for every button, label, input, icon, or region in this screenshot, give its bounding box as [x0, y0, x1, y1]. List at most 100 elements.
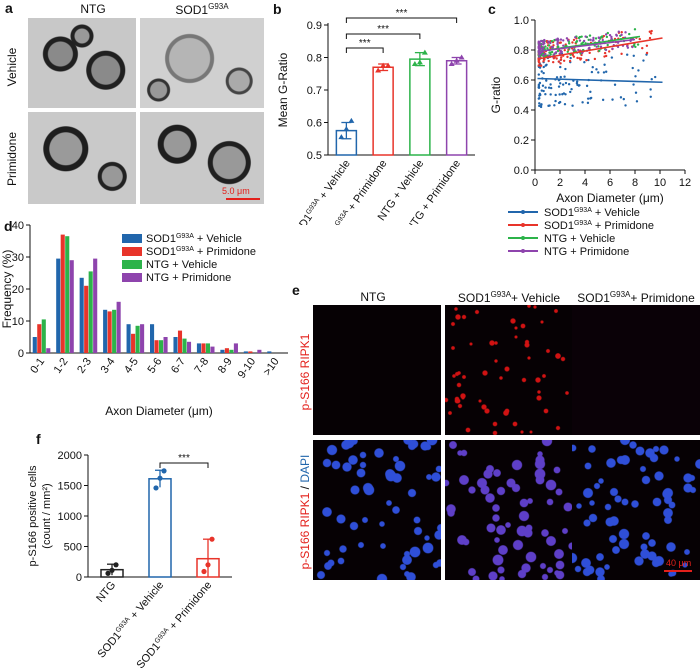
chart-c-point: [549, 83, 552, 86]
chart-c-point: [570, 87, 573, 91]
chart-c-point: [559, 65, 562, 69]
chart-c-legend-label: NTG + Primidone: [544, 246, 629, 258]
chart-c-point: [537, 64, 540, 67]
chart-d-xlabel: Axon Diameter (μm): [105, 404, 213, 418]
chart-c-point: [620, 33, 623, 37]
chart-c-point: [553, 104, 556, 107]
chart-d-category: >10: [261, 356, 282, 378]
chart-d-bar: [131, 333, 136, 353]
chart-b-sig-label: ***: [359, 38, 371, 49]
chart-c-point: [566, 39, 570, 42]
chart-c-point: [539, 105, 543, 109]
chart-c-point: [602, 71, 606, 74]
chart-b-ytick-label: 0.8: [307, 53, 322, 65]
chart-b-sig-label: ***: [396, 8, 408, 19]
chart-c-point: [544, 52, 547, 56]
chart-c-point: [538, 52, 542, 56]
chart-d-bar: [135, 325, 140, 353]
chart-c-point: [587, 38, 590, 42]
chart-c-point: [566, 55, 569, 59]
chart-c-point: [540, 89, 544, 92]
chart-c-ytick-label: 0.4: [514, 105, 529, 117]
chart-c-point: [538, 102, 541, 105]
chart-c-point: [586, 101, 590, 105]
chart-c-point: [567, 83, 571, 86]
chart-c-point: [554, 99, 557, 103]
chart-d-category: 7-8: [192, 356, 211, 376]
chart-c-point: [541, 40, 544, 43]
chart-d-category: 2-3: [75, 356, 94, 376]
chart-c-point: [637, 69, 640, 72]
chart-c-point: [649, 95, 652, 98]
chart-c-point: [557, 38, 560, 42]
chart-c-point: [572, 38, 576, 42]
chart-d-bar: [163, 337, 168, 353]
chart-c-point: [549, 51, 552, 54]
chart-d-bar: [60, 234, 65, 353]
em-sod1-vehicle: [140, 18, 264, 108]
chart-c-point: [558, 93, 561, 96]
chart-d-ytick-label: 0: [18, 348, 24, 360]
chart-d-bar: [233, 343, 238, 353]
chart-c-point: [604, 70, 608, 73]
chart-c-point: [587, 47, 590, 50]
chart-c-point: [592, 38, 595, 42]
chart-d-bar: [210, 346, 215, 353]
chart-d-bar: [150, 324, 155, 353]
chart-c-point: [538, 104, 541, 108]
panel-e-letter: e: [292, 282, 300, 298]
chart-c-point: [580, 35, 583, 38]
chart-c-point: [544, 86, 547, 89]
chart-c-xlabel: Axon Diameter (μm): [556, 191, 664, 205]
chart-c-point: [557, 85, 561, 88]
chart-c-point: [611, 47, 614, 51]
chart-c-xtick-label: 10: [654, 177, 666, 189]
chart-c-point: [564, 67, 567, 71]
chart-b-point: [338, 134, 345, 140]
chart-d-bar: [173, 337, 178, 353]
chart-f-point: [209, 536, 215, 542]
chart-c-xtick-label: 6: [607, 177, 613, 189]
chart-c-point: [572, 55, 576, 58]
chart-f-point: [157, 475, 163, 481]
chart-b-point: [416, 59, 423, 65]
chart-c-point: [613, 83, 617, 86]
chart-f-ylabel-line2: (count / mm²): [41, 483, 53, 548]
chart-d-bar: [154, 340, 159, 353]
chart-d-category: 6-7: [169, 356, 188, 376]
chart-c-xtick-label: 2: [557, 177, 563, 189]
chart-c-point: [542, 89, 545, 93]
chart-d-bar: [201, 343, 206, 353]
chart-c-point: [642, 59, 645, 62]
chart-d: d 0 10 20 30 40 Frequency (%) 0-1 1-2 2-3 3-4 4-5 5-…: [0, 218, 288, 418]
chart-c-point: [544, 64, 547, 67]
chart-c-point: [592, 36, 595, 40]
chart-d-bar: [224, 348, 229, 353]
chart-c-point: [557, 60, 560, 63]
chart-c-point: [622, 97, 625, 101]
chart-c-point: [538, 96, 541, 100]
chart-c-point: [606, 31, 610, 35]
panel-c-letter: c: [488, 1, 496, 17]
chart-c-point: [638, 37, 641, 41]
chart-c-point: [585, 84, 589, 88]
chart-c-point: [610, 37, 613, 41]
chart-c-point: [560, 56, 563, 59]
chart-c-point: [569, 56, 572, 60]
chart-c-point: [645, 44, 649, 47]
em-sod1-primidone: [140, 112, 264, 204]
chart-c-ytick-label: 0.0: [514, 165, 529, 177]
chart-c-point: [577, 48, 580, 52]
fluor-ntg-dapi: [313, 440, 441, 580]
chart-c-point: [549, 86, 553, 90]
chart-d-bar: [140, 324, 145, 353]
chart-d-bar: [84, 285, 89, 353]
chart-c-point: [554, 93, 557, 97]
chart-c-point: [542, 60, 545, 63]
chart-d-ytick-label: 40: [12, 220, 24, 232]
chart-c-point: [552, 44, 555, 47]
chart-d-legend-swatch: [122, 273, 142, 282]
chart-d-bar: [79, 277, 84, 353]
chart-d-ytick-label: 20: [12, 284, 24, 296]
chart-c-point: [574, 36, 577, 39]
